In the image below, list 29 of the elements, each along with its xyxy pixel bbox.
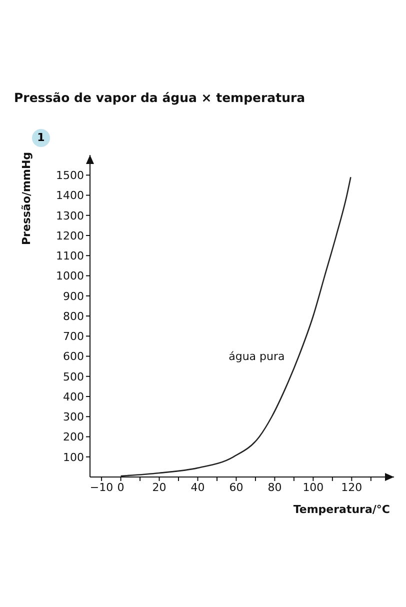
y-tick-label: 1000 (56, 270, 84, 283)
y-tick-label: 900 (63, 290, 84, 303)
y-tick-label: 100 (63, 450, 84, 464)
y-tick-label: 300 (63, 410, 84, 424)
series-label: água pura (228, 350, 285, 364)
x-tick-label: 120 (341, 480, 362, 494)
y-tick-label: 1300 (56, 209, 84, 222)
x-tick-label: 100 (302, 480, 324, 494)
x-axis-title: Temperatura/°C (292, 503, 391, 516)
x-tick-label: 80 (268, 480, 282, 494)
chart-title: Pressão de vapor da água × temperatura (14, 90, 306, 105)
y-tick-label: 600 (63, 350, 84, 364)
chart-subtitle: 1 (32, 129, 50, 147)
x-tick-label: 60 (229, 480, 244, 494)
y-tick-label: 1400 (56, 189, 84, 202)
y-tick-label: 400 (63, 390, 84, 404)
y-tick-label: 800 (63, 310, 84, 323)
x-tick-label: 20 (152, 480, 166, 494)
y-tick-label: 200 (63, 430, 84, 444)
x-tick-label: −10 (90, 480, 114, 494)
y-axis-title: Pressão/mmHg (20, 152, 33, 245)
y-tick-label: 700 (63, 330, 84, 344)
line-series (120, 176, 352, 477)
y-tick-label: 1200 (56, 229, 84, 242)
y-tick-label: 1100 (56, 250, 84, 263)
x-tick-label: 40 (190, 480, 205, 494)
x-tick-label: 0 (117, 480, 124, 494)
y-tick-label: 500 (63, 370, 84, 384)
y-tick-label: 1500 (56, 169, 84, 182)
